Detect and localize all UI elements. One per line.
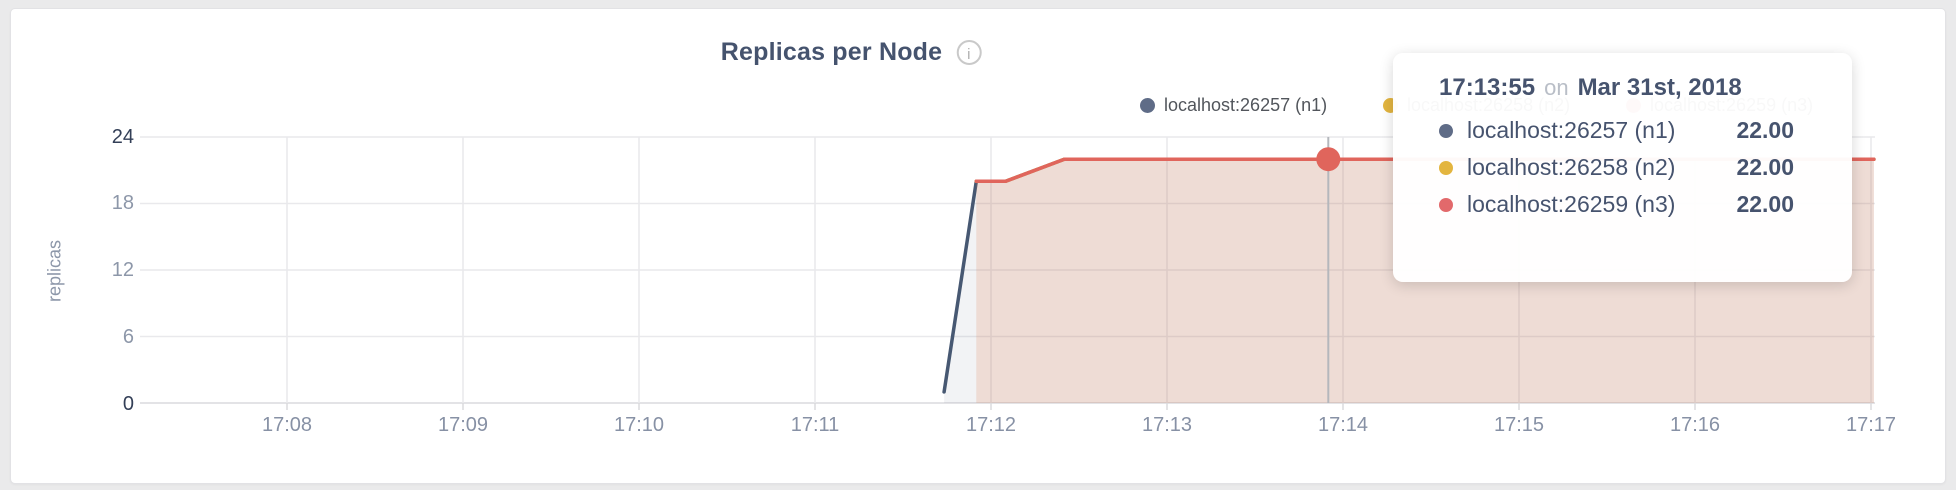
series-dot-icon [1140,97,1155,113]
tooltip-series-label: localhost:26257 (n1) [1467,117,1676,143]
series-dot-icon [1439,197,1453,212]
y-tick-label: 0 [122,393,134,415]
x-tick-label: 17:17 [1845,414,1897,436]
tooltip-series-label: localhost:26259 (n3) [1467,191,1676,217]
x-tick-label: 17:14 [1317,414,1369,436]
tooltip-series-value: 22.00 [1736,191,1794,217]
chart-header: Replicas per Node i [721,38,982,67]
series-dot-icon [1439,123,1453,138]
chart-title: Replicas per Node [720,38,943,66]
tooltip-series-value: 22.00 [1736,154,1794,180]
y-tick-label: 24 [111,126,134,148]
x-tick-label: 17:10 [613,414,665,436]
y-tick-label: 18 [111,192,134,214]
tooltip-date: Mar 31st, 2018 [1577,74,1742,101]
x-tick-label: 17:09 [437,414,489,436]
tooltip-series-value: 22.00 [1736,117,1794,143]
tooltip-header: 17:13:55 on Mar 31st, 2018 [1439,74,1794,102]
hover-tooltip: 17:13:55 on Mar 31st, 2018 localhost:262… [1393,53,1852,282]
series-dot-icon [1439,160,1453,175]
tooltip-row: localhost:26259 (n3) 22.00 [1439,186,1794,223]
x-tick-label: 17:12 [965,414,1017,436]
tooltip-row: localhost:26258 (n2) 22.00 [1439,149,1794,186]
x-tick-label: 17:13 [1141,414,1193,436]
y-tick-label: 12 [111,259,134,281]
x-tick-label: 17:15 [1493,414,1545,436]
legend-item-n1[interactable]: localhost:26257 (n1) [1140,94,1327,116]
x-tick-label: 17:11 [790,414,840,436]
tooltip-time: 17:13:55 [1439,74,1536,101]
tooltip-conjunction: on [1544,75,1569,100]
y-tick-label: 6 [122,326,134,348]
info-icon[interactable]: i [956,40,982,65]
y-axis-title: replicas [44,239,65,303]
hover-dot [1316,147,1341,172]
tooltip-rows: localhost:26257 (n1) 22.00 localhost:262… [1439,112,1794,223]
tooltip-series-label: localhost:26258 (n2) [1467,154,1676,180]
x-tick-label: 17:16 [1669,414,1721,436]
x-tick-label: 17:08 [261,414,313,436]
legend-item-label: localhost:26257 (n1) [1164,94,1328,115]
tooltip-row: localhost:26257 (n1) 22.00 [1439,112,1794,149]
